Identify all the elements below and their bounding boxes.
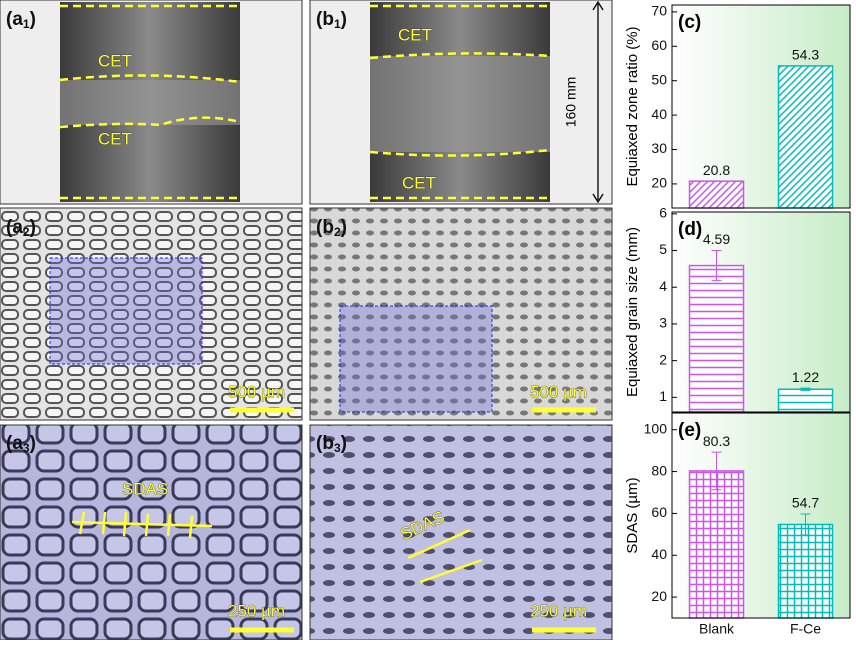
value-label: 54.7 [792, 495, 819, 511]
height-arrow [592, 0, 604, 204]
zoom-box [49, 257, 203, 365]
label-sub: 2 [334, 225, 341, 239]
x-tick-label: Blank [699, 621, 735, 637]
plot-frame [671, 211, 851, 413]
error-bar [800, 387, 811, 391]
y-tick-label: 100 [644, 420, 668, 436]
panel-label: (b1) [316, 9, 347, 31]
label-part: (b [316, 433, 334, 454]
y-tick-label: 80 [651, 462, 667, 478]
annotation: CET [98, 51, 132, 70]
y-axis-label: Equiaxed zone ratio (%) [624, 26, 641, 186]
scale-label: 250 µm [530, 601, 587, 620]
plot-frame [671, 4, 851, 209]
y-tick-label: 2 [659, 351, 667, 367]
y-axis-label: SDAS (µm) [624, 477, 641, 553]
label-sub: 3 [23, 441, 30, 455]
y-tick-label: 3 [659, 315, 667, 331]
panel-label: (e) [678, 420, 701, 441]
label-sub: 2 [23, 225, 30, 239]
y-tick-label: 6 [659, 205, 667, 221]
bar [688, 470, 745, 619]
panel-labels: (a1) (b1)(a2) (b2)(a3) (b3) [6, 9, 347, 455]
label-part: (a [6, 9, 23, 30]
scale-bar [230, 407, 596, 633]
y-tick-label: 4 [659, 278, 667, 294]
y-tick-label: 5 [659, 241, 667, 257]
annotation: CET [398, 25, 432, 44]
y-tick-label: 60 [651, 37, 667, 53]
error-bar [800, 513, 811, 536]
label-part: (a [6, 217, 23, 238]
scale-label: 500 µm [530, 382, 587, 401]
value-label: 54.3 [792, 47, 819, 63]
zoom-box [339, 305, 493, 413]
scale-label: 250 µm [228, 601, 285, 620]
label-part: (b [316, 217, 334, 238]
height-label: 160 mm [563, 77, 579, 128]
label-part: ) [30, 217, 36, 238]
y-tick-label: 30 [651, 140, 667, 156]
y-tick-label: 20 [651, 588, 667, 604]
value-label: 4.59 [703, 231, 730, 247]
error-bar [711, 451, 722, 491]
label-part: ) [341, 9, 347, 30]
panel-label: (b3) [316, 433, 347, 455]
value-label: 20.8 [703, 162, 730, 178]
label-part: ) [341, 433, 347, 454]
sdas-ruler [71, 511, 213, 539]
equiaxed-zone [370, 56, 550, 152]
y-axis-label: Equiaxed grain size (mm) [624, 227, 641, 397]
y-tick-label: 1 [659, 388, 667, 404]
panel-label: (d) [678, 219, 702, 240]
equiaxed-zone [60, 80, 240, 125]
y-tick-label: 70 [651, 3, 667, 19]
scale-label: 500 µm [228, 382, 285, 401]
panel-label: (a2) [6, 217, 36, 239]
charts: 20 30 40 50 60 70 20.8 54.3 (c) Equiaxed zone rat… [624, 3, 851, 637]
y-tick-label: 60 [651, 504, 667, 520]
label-sub: 1 [23, 17, 30, 31]
bar [777, 65, 834, 209]
panel-label: (c) [678, 12, 701, 33]
annotation: SDAS [122, 479, 168, 498]
label-part: ) [341, 217, 347, 238]
sdas-ruler [407, 528, 483, 584]
label-part: ) [30, 433, 36, 454]
annotation: CET [402, 173, 436, 192]
bar [777, 388, 834, 413]
panel-label: (b2) [316, 217, 347, 239]
x-tick-label: F-Ce [790, 621, 821, 637]
panel-label: (a1) [6, 9, 36, 31]
annotation: CET [98, 129, 132, 148]
error-bar [711, 250, 722, 282]
y-tick-label: 40 [651, 106, 667, 122]
label-part: (b [316, 9, 334, 30]
y-tick-label: 50 [651, 71, 667, 87]
y-tick-label: 40 [651, 546, 667, 562]
panel-label: (a3) [6, 433, 36, 455]
micrographs: CET CET CET CET 160 mm 500 µm 500 µm 250… [0, 0, 613, 641]
y-tick-label: 20 [651, 175, 667, 191]
label-part: (a [6, 433, 23, 454]
bar [688, 180, 745, 209]
label-part: ) [30, 9, 36, 30]
panel-frame [309, 207, 613, 421]
bar [777, 523, 834, 619]
panel-frame [309, 424, 613, 641]
value-label: 80.3 [703, 433, 730, 449]
plot-frame [671, 412, 851, 619]
value-label: 1.22 [792, 369, 819, 385]
label-sub: 1 [334, 17, 341, 31]
label-sub: 3 [334, 441, 341, 455]
bar [688, 264, 745, 413]
